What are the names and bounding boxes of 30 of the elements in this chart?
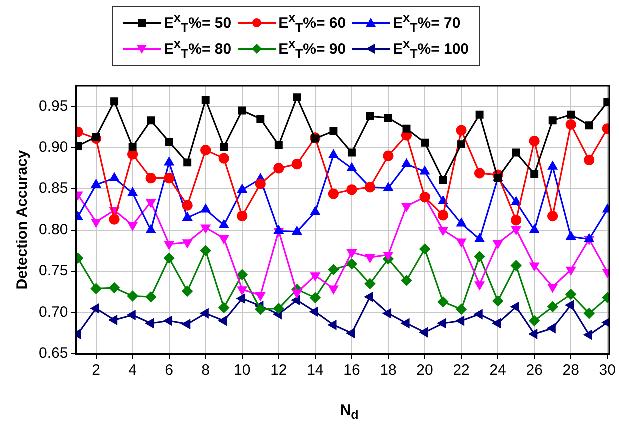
x-tick-label: 20 bbox=[416, 362, 434, 380]
x-tick-label: 30 bbox=[599, 362, 616, 380]
x-tick-label: 8 bbox=[202, 362, 210, 380]
y-tick-label: 0.70 bbox=[38, 304, 68, 321]
y-tick-label: 0.85 bbox=[38, 180, 68, 198]
y-tick-label: 0.75 bbox=[38, 262, 68, 280]
x-tick-label: 14 bbox=[307, 362, 324, 380]
y-tick-label: 0.80 bbox=[38, 221, 68, 238]
y-tick-label: 0.65 bbox=[38, 345, 68, 362]
x-tick-label: 26 bbox=[526, 362, 543, 380]
y-tick-label: 0.90 bbox=[38, 138, 68, 156]
x-tick-label: 18 bbox=[380, 362, 397, 380]
x-axis-title: N$_{d}$ bbox=[339, 402, 360, 422]
legend-label: E$^{x}$$_{T}$%= 70 bbox=[393, 11, 461, 35]
x-tick-label: 4 bbox=[128, 362, 137, 380]
x-tick-label: 24 bbox=[490, 362, 506, 380]
legend-label: E$^{x}$$_{T}$%= 50 bbox=[164, 11, 232, 35]
legend-label: E$^{x}$$_{T}$%= 90 bbox=[278, 37, 346, 61]
legend-label: E$^{x}$$_{T}$%= 80 bbox=[164, 37, 232, 61]
legend-label: E$^{x}$$_{T}$%= 100 bbox=[393, 37, 470, 61]
x-tick-label: 2 bbox=[92, 362, 100, 380]
x-tick-label: 10 bbox=[234, 362, 251, 380]
x-tick-label: 22 bbox=[453, 362, 470, 380]
x-tick-label: 28 bbox=[562, 362, 580, 380]
x-tick-label: 12 bbox=[270, 362, 288, 380]
x-tick-label: 6 bbox=[165, 362, 174, 380]
legend-label: E$^{x}$$_{T}$%= 60 bbox=[278, 11, 346, 35]
x-tick-label: 16 bbox=[344, 362, 360, 380]
y-axis-title: Detection Accuracy bbox=[14, 150, 32, 290]
y-tick-label: 0.95 bbox=[38, 98, 68, 115]
